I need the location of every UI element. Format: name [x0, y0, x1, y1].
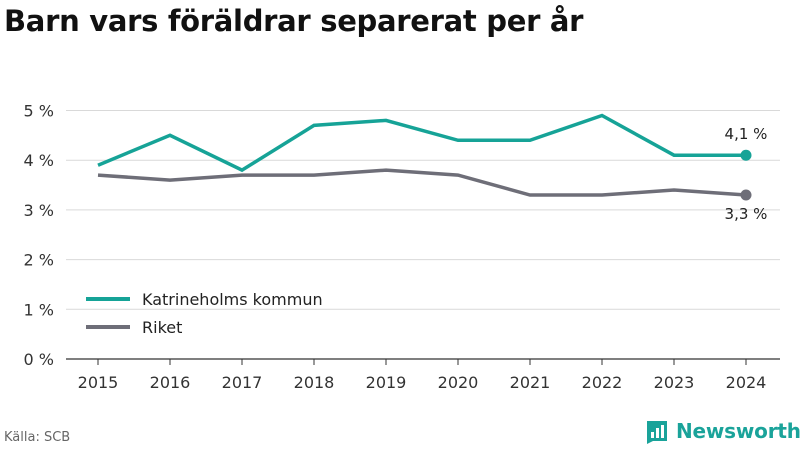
y-tick-label: 5 % — [24, 102, 54, 121]
x-tick-label: 2022 — [582, 373, 623, 392]
x-tick-label: 2015 — [78, 373, 119, 392]
series-end-label: 4,1 % — [725, 125, 768, 143]
x-tick-label: 2024 — [726, 373, 767, 392]
legend-label: Katrineholms kommun — [142, 290, 323, 309]
series-end-marker — [740, 189, 752, 201]
chart-title: Barn vars föräldrar separerat per år — [4, 4, 584, 38]
series-end-label: 3,3 % — [725, 205, 768, 223]
series-line-riket — [97, 168, 747, 197]
x-tick-label: 2018 — [294, 373, 335, 392]
x-tick-label: 2017 — [222, 373, 263, 392]
x-tick-label: 2019 — [366, 373, 407, 392]
series-end-marker — [740, 149, 752, 161]
legend-label: Riket — [142, 318, 182, 337]
newsworthy-logo-icon — [647, 421, 667, 444]
series-line-katrineholm — [97, 113, 746, 173]
brand-logo: Newsworthy — [644, 418, 800, 444]
y-tick-label: 1 % — [24, 300, 54, 319]
y-tick-label: 3 % — [24, 201, 54, 220]
source-note: Källa: SCB — [4, 430, 71, 445]
x-tick-label: 2021 — [510, 373, 551, 392]
y-tick-label: 0 % — [24, 350, 54, 369]
brand-name: Newsworthy — [676, 419, 800, 443]
x-tick-label: 2023 — [654, 373, 695, 392]
x-tick-label: 2020 — [438, 373, 479, 392]
y-tick-label: 2 % — [24, 251, 54, 270]
y-tick-label: 4 % — [24, 151, 54, 170]
x-tick-label: 2016 — [150, 373, 191, 392]
